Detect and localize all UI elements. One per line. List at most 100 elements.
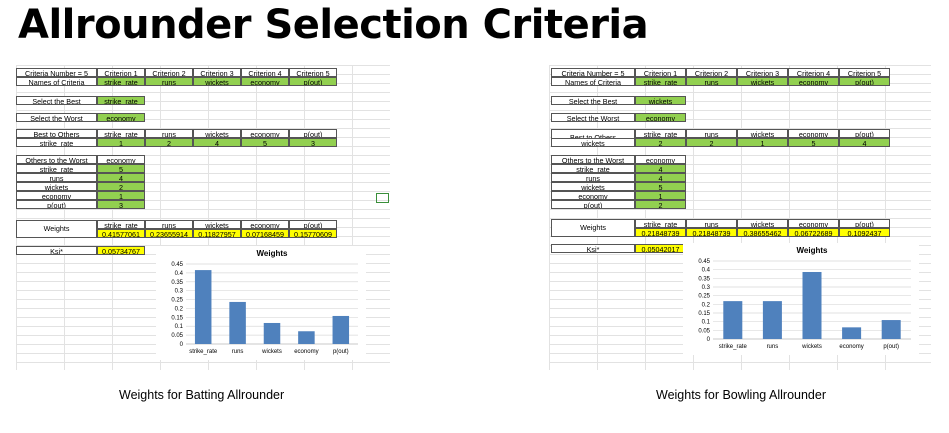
- x-tick-label: wickets: [801, 344, 822, 350]
- y-tick-label: 0.45: [171, 262, 183, 268]
- names-label: Names of Criteria: [551, 77, 635, 86]
- weights-header: p(out): [289, 220, 337, 229]
- criterion-header: Criterion 3: [193, 68, 241, 77]
- bto-row-label: strike_rate: [16, 138, 97, 147]
- chart-title: Weights: [257, 249, 289, 258]
- select-best-value[interactable]: wickets: [635, 96, 686, 105]
- chart-bowling-weights: Weights 0 0.05 0.1 0.15 0.2 0.25 0.3 0.35 0.4 0.45…: [683, 243, 919, 355]
- otw-header: economy: [635, 155, 686, 164]
- criterion-header: Criterion 1: [635, 68, 686, 77]
- select-worst-value[interactable]: economy: [635, 113, 686, 122]
- otw-value[interactable]: 1: [97, 191, 145, 200]
- chart-title: Weights: [797, 246, 829, 255]
- bto-value[interactable]: 5: [241, 138, 289, 147]
- x-tick-label: economy: [839, 344, 863, 350]
- otw-value[interactable]: 5: [635, 182, 686, 191]
- x-tick-label: economy: [294, 349, 318, 355]
- bto-header: p(out): [839, 129, 890, 138]
- select-best-value[interactable]: strike_rate: [97, 96, 145, 105]
- criteria-name: strike_rate: [97, 77, 145, 86]
- bto-value[interactable]: 2: [686, 138, 737, 147]
- bto-value[interactable]: 2: [635, 138, 686, 147]
- chart-batting-weights: Weights 0 0.05 0.1 0.15 0.2 0.25 0.3 0.35 0.4 0.45…: [156, 246, 366, 360]
- x-tick-label: wickets: [261, 349, 282, 355]
- otw-value[interactable]: 5: [97, 164, 145, 173]
- best-to-others-label: Best to Others: [16, 129, 97, 138]
- criterion-header: Criterion 4: [241, 68, 289, 77]
- weight-value: 0.15770609: [289, 229, 337, 238]
- bto-value[interactable]: 4: [839, 138, 890, 147]
- bar: [194, 270, 212, 344]
- weight-value: 0.41577061: [97, 229, 145, 238]
- bto-header: wickets: [193, 129, 241, 138]
- bar: [842, 327, 862, 339]
- y-tick-label: 0.3: [175, 289, 184, 295]
- weights-header: economy: [241, 220, 289, 229]
- select-worst-value[interactable]: economy: [97, 113, 145, 122]
- y-tick-label: 0: [707, 337, 711, 343]
- x-tick-label: p(out): [333, 349, 349, 355]
- y-tick-label: 0.15: [171, 315, 183, 321]
- weight-value: 0.06722689: [788, 228, 839, 237]
- y-tick-label: 0.45: [698, 259, 710, 265]
- criteria-name: economy: [241, 77, 289, 86]
- otw-row-label: strike_rate: [16, 164, 97, 173]
- x-tick-label: runs: [232, 349, 244, 355]
- bar: [263, 322, 281, 344]
- ksi-label: Ksi*: [16, 246, 97, 255]
- criteria-name: economy: [788, 77, 839, 86]
- otw-row-label: wickets: [551, 182, 635, 191]
- select-best-label: Select the Best: [16, 96, 97, 105]
- y-tick-label: 0.25: [171, 298, 183, 304]
- weight-value: 0.11827957: [193, 229, 241, 238]
- weights-header: runs: [686, 219, 737, 228]
- active-cell-highlight[interactable]: [376, 193, 389, 203]
- weights-header: p(out): [839, 219, 890, 228]
- select-worst-label: Select the Worst: [551, 113, 635, 122]
- bar: [229, 301, 246, 344]
- criteria-name: p(out): [289, 77, 337, 86]
- y-tick-label: 0.15: [698, 311, 710, 317]
- otw-row-label: runs: [551, 173, 635, 182]
- bto-value[interactable]: 4: [193, 138, 241, 147]
- y-tick-label: 0.05: [698, 328, 710, 334]
- bto-value[interactable]: 5: [788, 138, 839, 147]
- y-tick-label: 0.1: [702, 320, 711, 326]
- y-tick-label: 0.2: [702, 302, 711, 308]
- weights-header: wickets: [193, 220, 241, 229]
- otw-value[interactable]: 4: [97, 173, 145, 182]
- bar: [762, 301, 782, 339]
- otw-header: economy: [97, 155, 145, 164]
- otw-value[interactable]: 2: [635, 200, 686, 209]
- otw-value[interactable]: 2: [97, 182, 145, 191]
- weight-value: 0.23655914: [145, 229, 193, 238]
- bto-value[interactable]: 1: [97, 138, 145, 147]
- otw-value[interactable]: 4: [635, 173, 686, 182]
- spreadsheet-batting: Criteria Number = 5 Criterion 1 Criterio…: [16, 65, 390, 370]
- criterion-header: Criterion 5: [839, 68, 890, 77]
- y-tick-label: 0.3: [702, 285, 711, 291]
- criteria-name: wickets: [193, 77, 241, 86]
- select-worst-label: Select the Worst: [16, 113, 97, 122]
- otw-row-label: runs: [16, 173, 97, 182]
- weights-header: runs: [145, 220, 193, 229]
- y-tick-label: 0.05: [171, 333, 183, 339]
- ksi-value: 0.05734767: [97, 246, 145, 255]
- y-tick-label: 0.25: [698, 294, 710, 300]
- weight-value: 0.21848739: [635, 228, 686, 237]
- otw-row-label: economy: [16, 191, 97, 200]
- caption-batting: Weights for Batting Allrounder: [119, 388, 285, 402]
- x-tick-label: p(out): [883, 344, 899, 350]
- otw-value[interactable]: 3: [97, 200, 145, 209]
- criterion-header: Criterion 5: [289, 68, 337, 77]
- otw-value[interactable]: 4: [635, 164, 686, 173]
- otw-value[interactable]: 1: [635, 191, 686, 200]
- chart-svg: Weights 0 0.05 0.1 0.15 0.2 0.25 0.3 0.35 0.4 0.45…: [698, 246, 911, 350]
- y-tick-label: 0.4: [702, 268, 711, 274]
- bto-value[interactable]: 1: [737, 138, 788, 147]
- ksi-value: 0.05042017: [635, 244, 686, 253]
- select-best-label: Select the Best: [551, 96, 635, 105]
- bto-value[interactable]: 2: [145, 138, 193, 147]
- bto-value[interactable]: 3: [289, 138, 337, 147]
- criteria-number-label: Criteria Number = 5: [16, 68, 97, 77]
